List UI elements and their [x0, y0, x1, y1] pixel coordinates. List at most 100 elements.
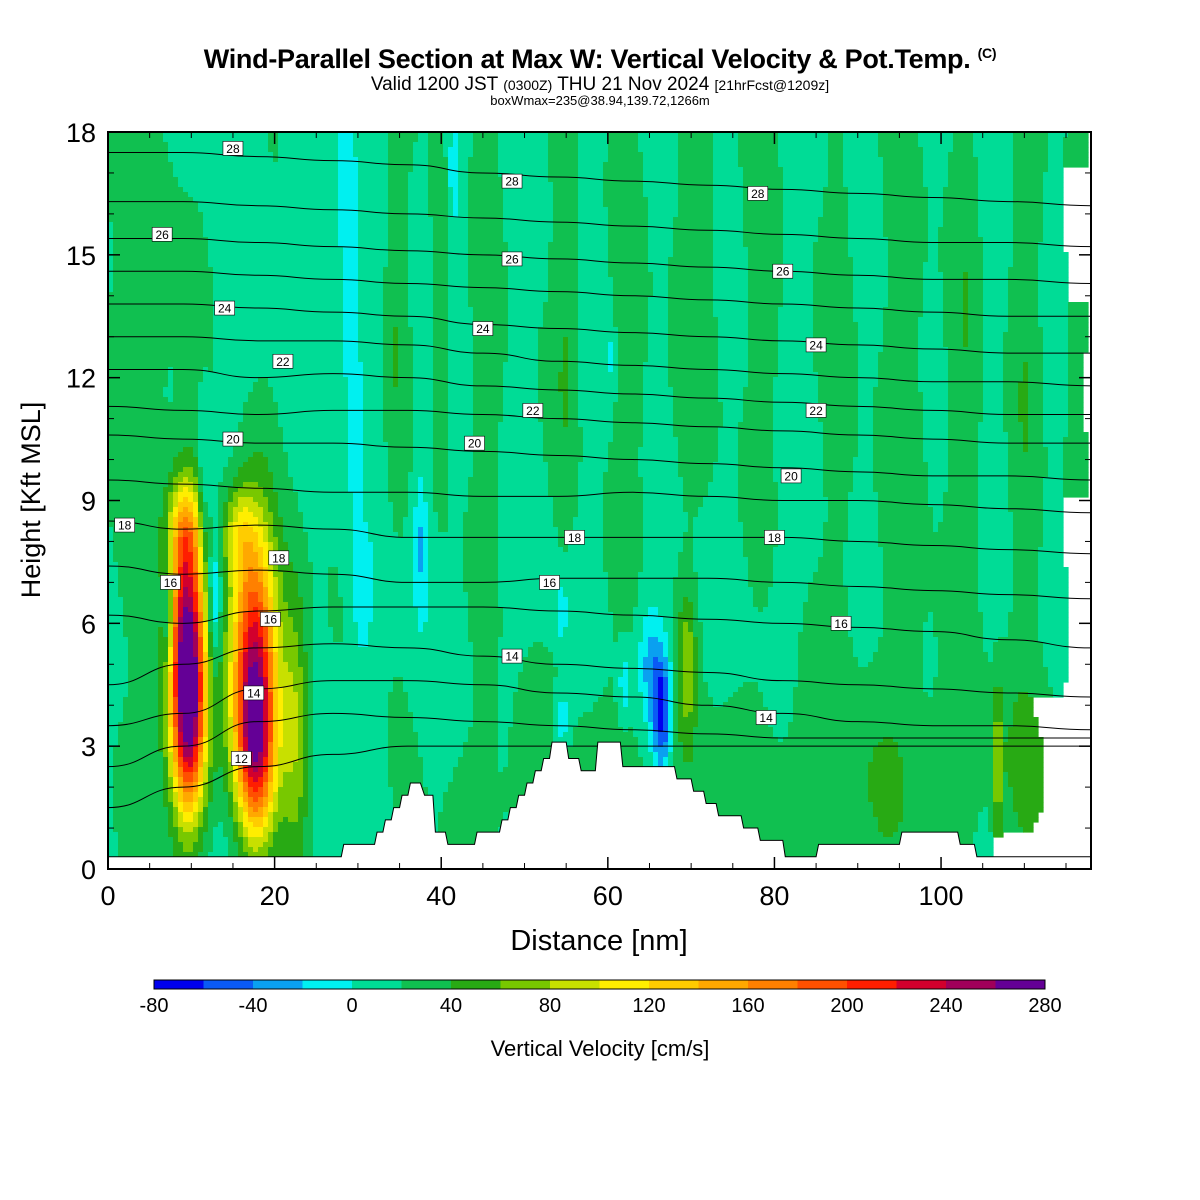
w-field-cell — [263, 662, 269, 668]
w-field-cell — [423, 532, 429, 538]
w-field-cell — [743, 202, 784, 208]
w-field-cell — [578, 352, 609, 358]
w-field-cell — [748, 327, 779, 333]
w-field-cell — [1008, 492, 1044, 498]
w-field-cell — [453, 192, 459, 198]
w-field-cell — [213, 607, 219, 613]
w-field-cell — [778, 137, 829, 143]
w-field-cell — [543, 422, 564, 428]
w-field-cell — [883, 607, 979, 613]
w-field-cell — [468, 177, 504, 183]
w-field-cell — [578, 212, 609, 218]
w-field-cell — [213, 537, 219, 543]
w-field-cell — [223, 727, 229, 733]
w-field-cell — [353, 612, 374, 618]
w-field-cell — [453, 137, 459, 143]
w-field-cell — [678, 132, 714, 138]
w-field-cell — [1038, 317, 1069, 323]
w-field-cell — [498, 462, 549, 468]
w-field-cell — [823, 522, 849, 528]
w-field-cell — [668, 752, 674, 758]
w-field-cell — [498, 742, 509, 748]
w-field-cell — [673, 672, 679, 678]
w-field-cell — [718, 452, 739, 458]
w-field-cell — [108, 732, 119, 738]
w-field-cell — [853, 467, 874, 473]
w-field-cell — [308, 767, 314, 773]
w-field-cell — [108, 527, 114, 533]
w-field-cell — [568, 547, 604, 553]
w-field-cell — [938, 257, 984, 263]
w-field-cell — [888, 297, 924, 303]
w-field-cell — [278, 652, 284, 658]
w-field-cell — [333, 632, 344, 638]
w-field-cell — [203, 512, 209, 518]
w-field-cell — [193, 732, 199, 738]
w-field-cell — [1013, 212, 1044, 218]
w-field-cell — [1013, 602, 1039, 608]
w-field-cell — [343, 637, 359, 643]
w-field-cell — [1038, 602, 1069, 608]
w-field-cell — [313, 722, 389, 728]
w-field-cell — [173, 637, 179, 643]
w-field-cell — [263, 727, 269, 733]
w-field-cell — [308, 657, 314, 663]
w-field-cell — [233, 577, 239, 583]
w-field-cell — [603, 522, 644, 528]
w-field-cell — [748, 292, 784, 298]
w-field-cell — [308, 667, 314, 673]
w-field-cell — [313, 642, 359, 648]
w-field-cell — [468, 212, 504, 218]
w-field-cell — [163, 747, 169, 753]
w-field-cell — [713, 182, 744, 188]
w-field-cell — [183, 637, 194, 643]
w-field-cell — [268, 627, 274, 633]
w-field-cell — [558, 707, 569, 713]
w-field-cell — [1013, 537, 1044, 543]
w-field-cell — [648, 352, 669, 358]
w-field-cell — [678, 462, 714, 468]
w-field-cell — [233, 667, 239, 673]
w-field-cell — [548, 472, 579, 478]
w-field-cell — [413, 342, 434, 348]
w-field-cell — [813, 282, 854, 288]
w-field-cell — [683, 757, 694, 763]
w-field-cell — [683, 687, 694, 693]
w-field-cell — [238, 657, 244, 663]
w-field-cell — [358, 637, 369, 643]
w-field-cell — [498, 682, 519, 688]
w-field-cell — [228, 522, 234, 528]
w-field-cell — [418, 492, 424, 498]
w-field-cell — [668, 737, 674, 743]
w-field-cell — [868, 767, 904, 773]
w-field-cell — [173, 652, 179, 658]
w-field-cell — [548, 487, 579, 493]
w-field-cell — [973, 147, 1014, 153]
w-field-cell — [123, 622, 169, 628]
w-field-cell — [198, 712, 204, 718]
w-field-cell — [978, 587, 1014, 593]
w-field-cell — [273, 642, 279, 648]
w-field-cell — [1008, 302, 1039, 308]
w-field-cell — [268, 727, 274, 733]
w-field-cell — [308, 672, 314, 678]
w-field-cell — [273, 677, 279, 683]
w-field-cell — [878, 492, 929, 498]
w-field-cell — [248, 717, 264, 723]
w-field-cell — [1003, 717, 1014, 723]
w-field-cell — [828, 507, 849, 513]
w-field-cell — [773, 547, 824, 553]
w-field-cell — [218, 562, 224, 568]
w-field-cell — [1068, 132, 1089, 138]
w-field-cell — [258, 757, 264, 763]
w-field-cell — [843, 162, 884, 168]
w-field-cell — [473, 132, 499, 138]
w-field-cell — [613, 367, 619, 373]
w-field-cell — [353, 552, 374, 558]
w-field-cell — [273, 732, 279, 738]
w-field-cell — [1038, 262, 1069, 268]
w-field-cell — [408, 172, 429, 178]
w-field-cell — [273, 157, 279, 163]
w-field-cell — [233, 712, 239, 718]
w-field-cell — [408, 222, 434, 228]
